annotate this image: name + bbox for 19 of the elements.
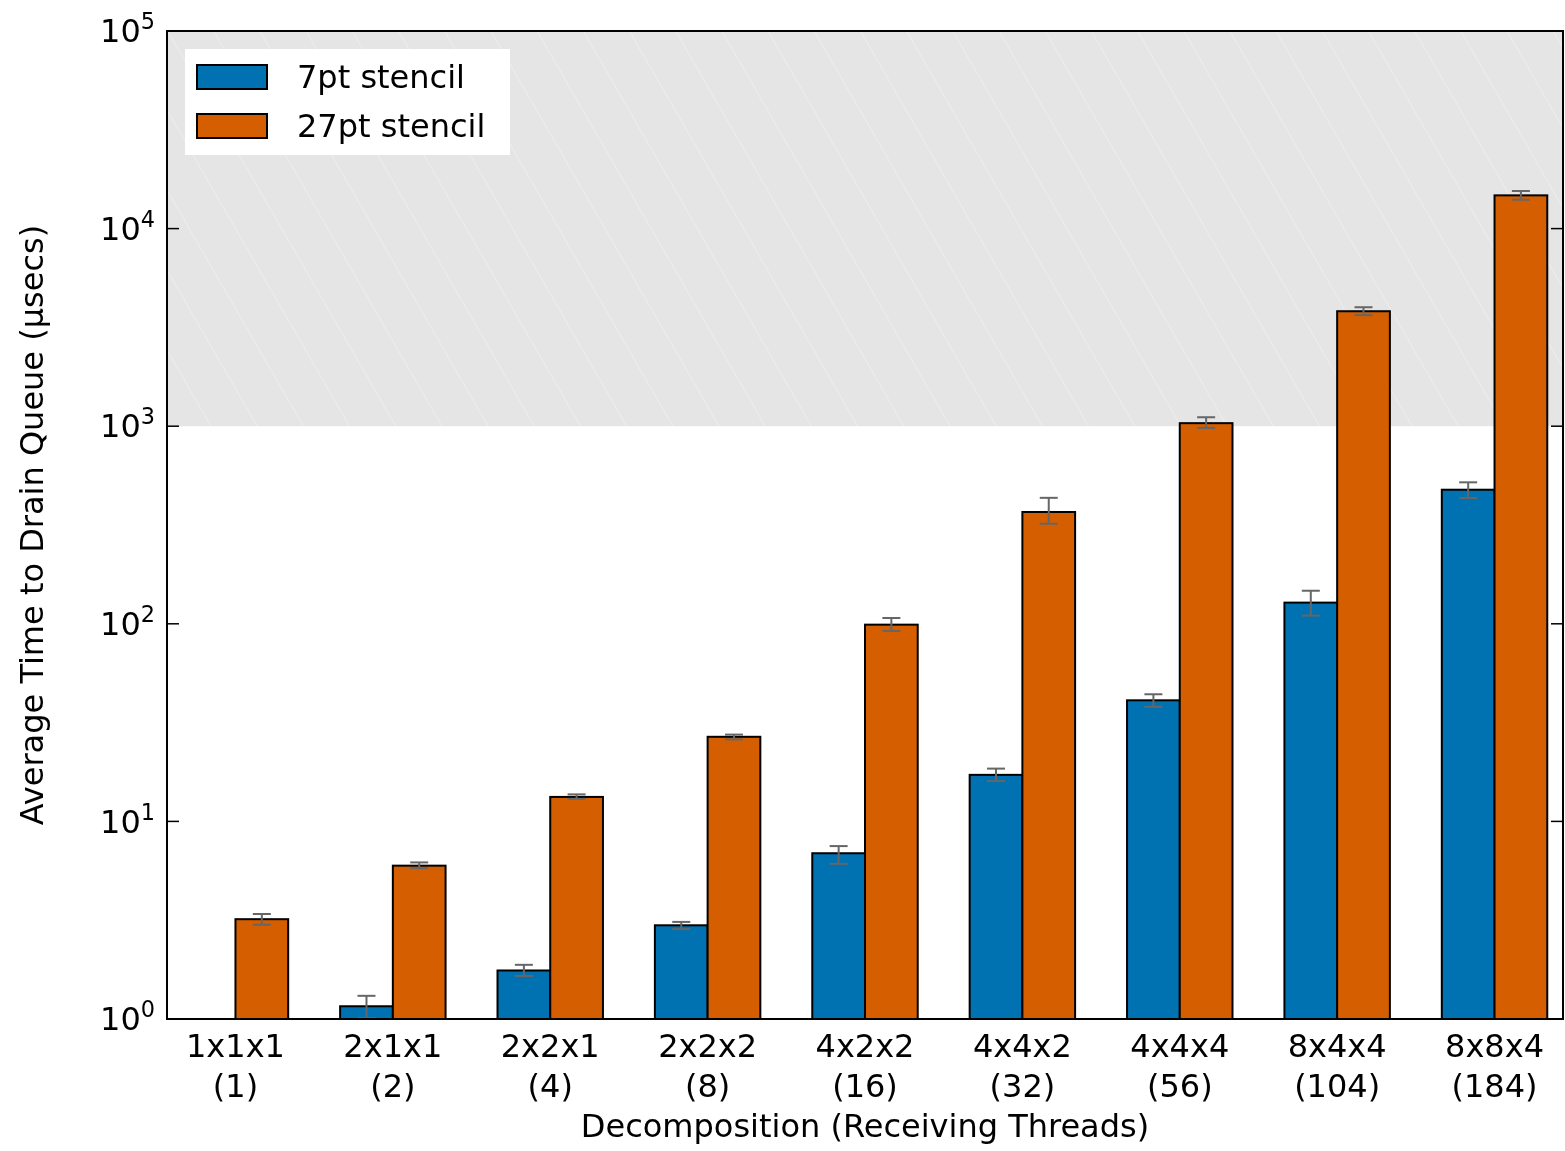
x-tick-label: 2x2x1 (4) bbox=[500, 1027, 600, 1105]
y-tick-label: 10$^{2}$ bbox=[100, 601, 155, 643]
x-tick-label: 4x4x2 (32) bbox=[972, 1027, 1072, 1105]
x-tick-label: 4x2x2 (16) bbox=[815, 1027, 915, 1105]
x-tick-label: 8x8x4 (184) bbox=[1445, 1027, 1545, 1105]
y-tick-label: 10$^{4}$ bbox=[100, 205, 155, 248]
x-tick-label: 8x4x4 (104) bbox=[1287, 1027, 1387, 1105]
y-tick-label: 10$^{0}$ bbox=[100, 996, 155, 1039]
x-tick-label: 2x1x1 (2) bbox=[343, 1027, 443, 1105]
y-tick-label: 10$^{3}$ bbox=[100, 403, 155, 446]
y-axis-title: Average Time to Drain Queue (μsecs) bbox=[13, 224, 51, 826]
x-tick-label: 1x1x1 (1) bbox=[185, 1027, 285, 1105]
y-tick-label: 10$^{1}$ bbox=[100, 798, 155, 841]
legend-label: 27pt stencil bbox=[297, 107, 486, 146]
legend-label: 7pt stencil bbox=[297, 58, 465, 97]
x-axis-title: Decomposition (Receiving Threads) bbox=[580, 1107, 1150, 1145]
x-tick-label: 4x4x4 (56) bbox=[1130, 1027, 1230, 1105]
y-tick-label: 10$^{5}$ bbox=[100, 8, 155, 51]
x-tick-label: 2x2x2 (8) bbox=[658, 1027, 758, 1105]
